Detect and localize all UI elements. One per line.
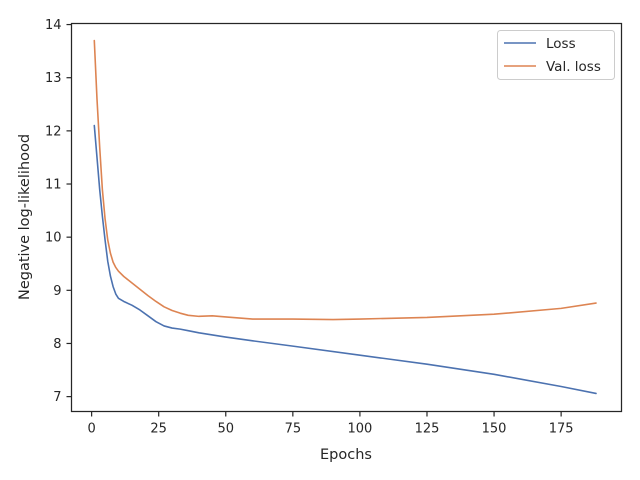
x-tick-label: 25 <box>150 422 167 437</box>
x-axis-ticks: 0 25 50 75 100 125 150 175 <box>87 411 574 437</box>
plot-frame <box>70 22 623 413</box>
x-tick-label: 175 <box>549 422 574 437</box>
series-line-loss <box>93 124 597 395</box>
x-tick-label: 150 <box>482 422 507 437</box>
y-tick-label: 13 <box>45 71 62 86</box>
y-tick-label: 8 <box>53 337 61 352</box>
y-axis-label: Negative log-likelihood <box>17 134 33 300</box>
legend-label-val-loss: Val. loss <box>546 59 601 75</box>
x-tick-label: 75 <box>285 422 302 437</box>
x-axis-label: Epochs <box>320 447 372 463</box>
x-tick-label: 0 <box>87 422 95 437</box>
legend: Loss Val. loss <box>497 30 615 80</box>
y-tick-label: 9 <box>53 284 61 299</box>
y-tick-label: 10 <box>45 231 62 246</box>
x-tick-label: 125 <box>415 422 440 437</box>
legend-label-loss: Loss <box>546 36 576 52</box>
y-tick-label: 11 <box>45 178 62 193</box>
x-tick-label: 50 <box>217 422 234 437</box>
plot-lines <box>93 39 597 395</box>
y-tick-label: 7 <box>53 390 61 405</box>
y-axis-ticks: 7 8 9 10 11 12 13 14 <box>45 18 72 405</box>
x-tick-label: 100 <box>348 422 373 437</box>
y-tick-label: 12 <box>45 124 62 139</box>
y-tick-label: 14 <box>45 18 62 33</box>
series-line-val-loss <box>93 39 597 321</box>
